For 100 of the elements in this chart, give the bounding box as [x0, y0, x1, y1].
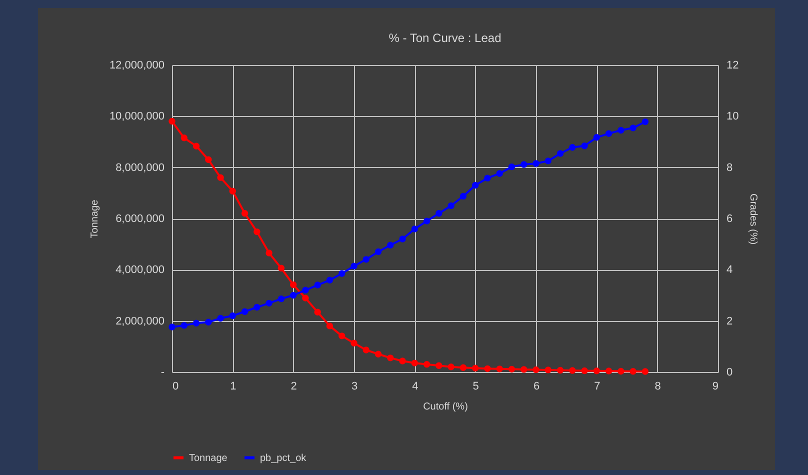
point	[448, 202, 454, 210]
point	[241, 210, 248, 217]
point	[460, 364, 467, 371]
point	[556, 366, 564, 374]
point	[278, 264, 285, 272]
point	[314, 282, 321, 288]
point	[569, 144, 576, 151]
point	[362, 256, 370, 263]
point	[448, 364, 454, 370]
x-tick-label: 5	[472, 380, 479, 392]
point	[508, 163, 516, 170]
point	[326, 276, 334, 284]
y2-tick-label: 2	[726, 315, 733, 328]
point	[520, 366, 528, 373]
point	[205, 156, 212, 164]
point	[532, 160, 540, 167]
point	[399, 236, 406, 242]
y-axis-title: Tonnage	[89, 199, 100, 238]
point	[278, 295, 285, 302]
point	[254, 228, 260, 236]
point	[618, 368, 624, 375]
point	[399, 358, 406, 364]
point	[168, 118, 176, 125]
x-tick-label: 0	[172, 380, 179, 392]
x-tick-label: 6	[533, 380, 540, 392]
point	[605, 368, 612, 374]
point	[642, 368, 649, 375]
point	[593, 134, 600, 141]
point	[387, 354, 394, 362]
y2-tick-label: 4	[726, 264, 733, 276]
y-tick-label: -	[160, 366, 165, 378]
x-tick-label: 9	[712, 380, 718, 392]
point	[290, 292, 297, 299]
y2-axis-title: Grades (%)	[748, 193, 759, 245]
point	[302, 286, 309, 294]
point	[290, 281, 297, 288]
y-tick-label: 2,000,000	[116, 315, 164, 328]
x-tick-label: 1	[230, 380, 236, 392]
point	[411, 360, 418, 366]
y2-tick-label: 6	[726, 213, 733, 225]
point	[314, 308, 321, 316]
point	[630, 368, 636, 375]
point	[520, 161, 528, 168]
point	[581, 142, 588, 150]
point	[496, 366, 503, 372]
point	[350, 340, 358, 346]
point	[496, 170, 503, 177]
point	[180, 322, 188, 329]
y2-tick-label: 0	[726, 366, 733, 378]
point	[374, 248, 382, 256]
point	[168, 324, 176, 330]
x-tick-label: 3	[351, 380, 358, 392]
y2-tick-label: 12	[726, 60, 739, 72]
point	[630, 124, 636, 132]
y2-tick-label: 10	[726, 110, 739, 123]
point	[192, 320, 200, 326]
point	[618, 126, 624, 134]
point	[593, 368, 600, 374]
point	[205, 318, 212, 326]
point	[581, 367, 588, 374]
point	[374, 350, 382, 358]
point	[192, 142, 200, 150]
legend-label: pb_pct_ok	[260, 452, 308, 464]
point	[302, 294, 309, 302]
point	[423, 360, 430, 368]
point	[229, 312, 236, 320]
point	[508, 366, 516, 373]
point	[411, 226, 418, 232]
point	[254, 304, 260, 311]
y-tick-label: 12,000,000	[109, 60, 164, 72]
point	[387, 242, 394, 248]
y-tick-label: 10,000,000	[109, 110, 164, 123]
point	[484, 174, 491, 182]
point	[569, 367, 576, 374]
point	[436, 210, 442, 217]
point	[217, 314, 224, 322]
y2-tick-label: 8	[726, 162, 733, 174]
y-tick-label: 4,000,000	[116, 264, 164, 276]
legend-label: Tonnage	[189, 452, 228, 464]
point	[460, 192, 467, 200]
x-tick-label: 2	[290, 380, 297, 392]
point	[436, 362, 442, 369]
point	[472, 364, 479, 372]
point	[326, 322, 334, 330]
point	[180, 134, 188, 142]
point	[362, 346, 370, 354]
point	[338, 332, 346, 340]
point	[642, 118, 649, 126]
y-tick-label: 8,000,000	[116, 162, 164, 174]
point	[229, 188, 236, 194]
x-tick-label: 7	[594, 380, 600, 392]
point	[350, 262, 358, 270]
y-tick-label: 6,000,000	[116, 213, 164, 225]
point	[338, 270, 346, 277]
point	[605, 130, 612, 137]
point	[544, 158, 552, 164]
x-tick-label: 4	[412, 380, 418, 392]
point	[217, 174, 224, 181]
point	[266, 300, 272, 307]
point	[484, 365, 491, 372]
